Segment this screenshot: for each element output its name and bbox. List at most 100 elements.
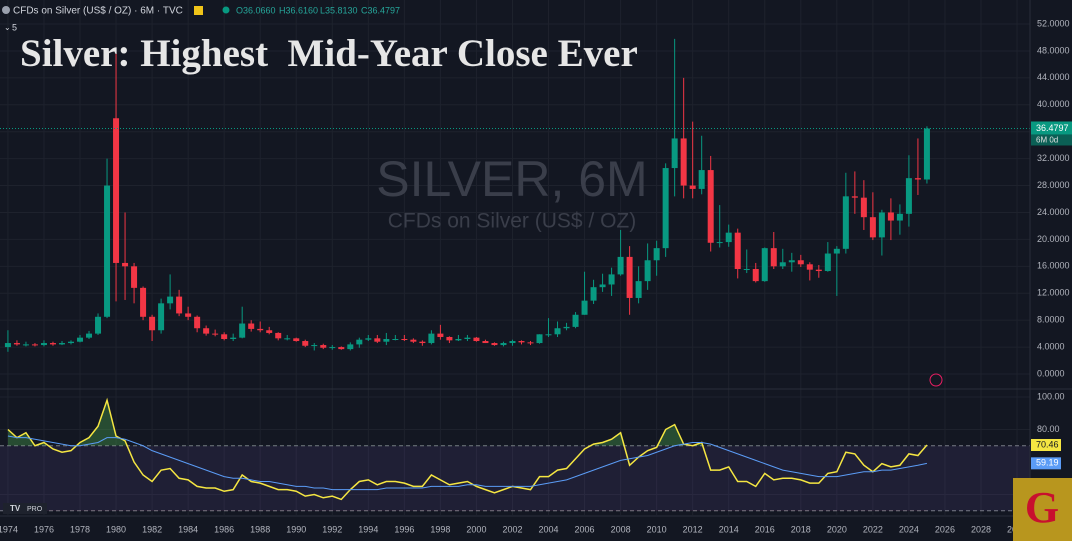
- candle-body: [356, 339, 363, 345]
- candle-body: [905, 178, 912, 214]
- y-tick-label: 100.00: [1037, 391, 1065, 401]
- candle-body: [923, 128, 930, 180]
- candle-body: [302, 341, 309, 346]
- candle-body: [635, 281, 642, 298]
- candle-body: [455, 339, 462, 341]
- y-tick-label: 8.0000: [1037, 315, 1065, 325]
- candle-body: [248, 323, 255, 329]
- candle-body: [113, 118, 120, 263]
- x-tick-label: 1990: [286, 524, 306, 534]
- candle-body: [671, 138, 678, 169]
- symbol: CFDs on Silver (US$ / OZ) · 6M · TVC: [13, 6, 183, 17]
- alert-icon[interactable]: [929, 373, 943, 387]
- last-price-box: [1031, 121, 1072, 135]
- candle-body: [140, 287, 147, 317]
- candle-body: [842, 196, 849, 249]
- y-tick-label: 48.0000: [1037, 45, 1070, 55]
- candle-body: [392, 339, 399, 341]
- x-tick-label: 1984: [178, 524, 198, 534]
- x-tick-label: 2016: [755, 524, 775, 534]
- rsi-band: [0, 445, 1030, 511]
- ohlc-low: L35.8130: [320, 5, 358, 15]
- candle-body: [554, 328, 561, 335]
- y-tick-label: 52.0000: [1037, 18, 1070, 28]
- candle-body: [131, 266, 138, 288]
- candle-body: [419, 341, 426, 344]
- candle-body: [833, 248, 840, 254]
- candle-body: [716, 242, 723, 244]
- y-tick-label: 28.0000: [1037, 180, 1070, 190]
- candle-body: [239, 323, 246, 338]
- tv-mark: TV: [10, 504, 21, 513]
- candle-body: [464, 337, 471, 340]
- candle-body: [824, 253, 831, 272]
- y-tick-label: 32.0000: [1037, 153, 1070, 163]
- candle-body: [311, 345, 318, 347]
- candle-body: [869, 217, 876, 238]
- candle-body: [40, 343, 47, 346]
- watermark: SILVER, 6M: [376, 151, 647, 207]
- candle-body: [473, 337, 480, 342]
- candle-body: [734, 232, 741, 270]
- candle-body: [860, 197, 867, 218]
- candle-body: [725, 232, 732, 243]
- tv-logo: [3, 503, 47, 514]
- candle-body: [680, 138, 687, 186]
- candle-body: [401, 339, 408, 341]
- x-tick-label: 2000: [466, 524, 486, 534]
- candle-body: [95, 316, 102, 334]
- candle-body: [49, 343, 56, 345]
- x-tick-label: 1988: [250, 524, 270, 534]
- x-tick-label: 1982: [142, 524, 162, 534]
- candle-body: [31, 344, 38, 346]
- x-tick-label: 2024: [899, 524, 919, 534]
- candle-body: [896, 213, 903, 221]
- candle-body: [284, 338, 291, 340]
- x-tick-label: 1986: [214, 524, 234, 534]
- candle-body: [707, 170, 714, 243]
- candle-body: [122, 262, 129, 267]
- indicator-toggle[interactable]: ⌄: [4, 23, 11, 32]
- candle-body: [914, 178, 921, 180]
- candle-body: [806, 264, 813, 270]
- candle-body: [500, 343, 507, 346]
- candle-body: [374, 338, 381, 342]
- rsi-line: [7, 397, 928, 501]
- y-tick-label: 24.0000: [1037, 207, 1070, 217]
- x-tick-label: 1992: [322, 524, 342, 534]
- x-tick-label: 2014: [719, 524, 739, 534]
- candle-body: [158, 303, 165, 331]
- candle-body: [194, 316, 201, 329]
- y-tick-label: 0.0000: [1037, 368, 1065, 378]
- grid: [0, 0, 1030, 515]
- symbol-icon: [2, 6, 10, 14]
- candle-body: [698, 170, 705, 189]
- interval-label: 6M 0d: [1036, 136, 1058, 145]
- indicator-count[interactable]: 5: [12, 22, 17, 32]
- candle-body: [275, 332, 282, 339]
- y-tick-label: 16.0000: [1037, 261, 1070, 271]
- y-tick-label: 40.0000: [1037, 99, 1070, 109]
- candle-body: [491, 343, 498, 346]
- x-tick-label: 2018: [791, 524, 811, 534]
- interval-box: [1031, 134, 1072, 146]
- candle-body: [599, 284, 606, 288]
- candle-body: [815, 269, 822, 272]
- x-tick-label: 2008: [611, 524, 631, 534]
- status-dot: [222, 6, 230, 14]
- candle-body: [257, 328, 264, 331]
- candle-body: [545, 334, 552, 336]
- last-price-label: 36.4797: [1036, 123, 1069, 133]
- y-tick-label: 4.0000: [1037, 341, 1065, 351]
- candle-body: [509, 341, 516, 344]
- candle-body: [752, 269, 759, 282]
- candle-body: [572, 314, 579, 327]
- value-box: [1031, 439, 1061, 452]
- candle-body: [851, 196, 858, 198]
- logo-text: PRO: [27, 506, 43, 513]
- value-box: [1031, 457, 1061, 470]
- x-tick-label: 2026: [935, 524, 955, 534]
- candle-body: [770, 248, 777, 267]
- marks: [0, 38, 1030, 511]
- candle-body: [67, 341, 74, 344]
